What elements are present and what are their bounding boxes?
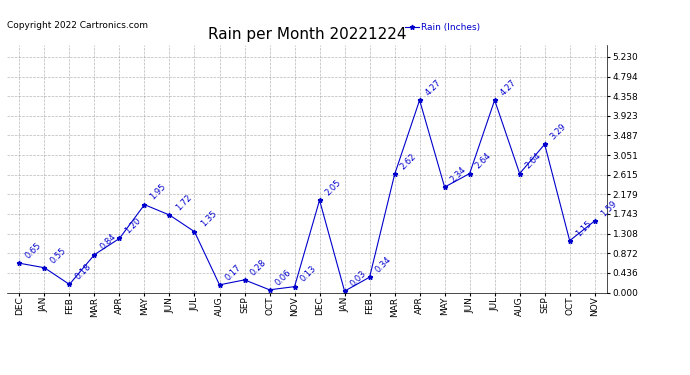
Text: 1.72: 1.72 (174, 193, 193, 212)
Text: 0.55: 0.55 (48, 246, 68, 265)
Text: 1.95: 1.95 (148, 183, 168, 202)
Rain (Inches) (491, 98, 499, 102)
Text: 2.34: 2.34 (448, 165, 469, 184)
Title: Rain per Month 20221224: Rain per Month 20221224 (208, 27, 406, 42)
Rain (Inches) (440, 185, 449, 189)
Text: 2.64: 2.64 (474, 152, 493, 171)
Text: 3.29: 3.29 (549, 122, 569, 141)
Text: 2.62: 2.62 (399, 152, 418, 172)
Rain (Inches) (215, 283, 224, 287)
Rain (Inches) (540, 142, 549, 147)
Rain (Inches) (266, 288, 274, 292)
Rain (Inches) (290, 284, 299, 289)
Text: 0.34: 0.34 (374, 255, 393, 274)
Text: 0.17: 0.17 (224, 262, 243, 282)
Text: 2.64: 2.64 (524, 152, 543, 171)
Rain (Inches) (391, 172, 399, 177)
Text: 4.27: 4.27 (424, 78, 443, 98)
Text: 0.65: 0.65 (23, 241, 43, 261)
Rain (Inches) (466, 171, 474, 176)
Rain (Inches) (190, 230, 199, 234)
Rain (Inches) (140, 202, 148, 207)
Text: 1.20: 1.20 (124, 216, 143, 236)
Line: Rain (Inches): Rain (Inches) (17, 98, 597, 294)
Rain (Inches) (315, 198, 324, 202)
Text: 0.28: 0.28 (248, 258, 268, 277)
Text: 2.05: 2.05 (324, 178, 343, 197)
Rain (Inches) (15, 261, 23, 266)
Legend: Rain (Inches): Rain (Inches) (402, 20, 484, 36)
Text: 0.03: 0.03 (348, 269, 368, 288)
Text: 0.13: 0.13 (299, 264, 318, 284)
Rain (Inches) (115, 236, 124, 241)
Text: Copyright 2022 Cartronics.com: Copyright 2022 Cartronics.com (7, 21, 148, 30)
Rain (Inches) (90, 252, 99, 257)
Rain (Inches) (166, 213, 174, 217)
Rain (Inches) (415, 98, 424, 102)
Rain (Inches) (515, 171, 524, 176)
Text: 0.06: 0.06 (274, 268, 293, 287)
Rain (Inches) (66, 282, 74, 286)
Text: 1.15: 1.15 (574, 219, 593, 238)
Text: 0.18: 0.18 (74, 262, 93, 282)
Rain (Inches) (240, 278, 248, 282)
Rain (Inches) (591, 219, 599, 223)
Text: 0.84: 0.84 (99, 232, 118, 252)
Rain (Inches) (566, 238, 574, 243)
Text: 1.59: 1.59 (599, 199, 618, 218)
Text: 4.27: 4.27 (499, 78, 518, 98)
Rain (Inches) (366, 275, 374, 279)
Text: 1.35: 1.35 (199, 210, 218, 229)
Rain (Inches) (40, 266, 48, 270)
Rain (Inches) (340, 289, 348, 293)
